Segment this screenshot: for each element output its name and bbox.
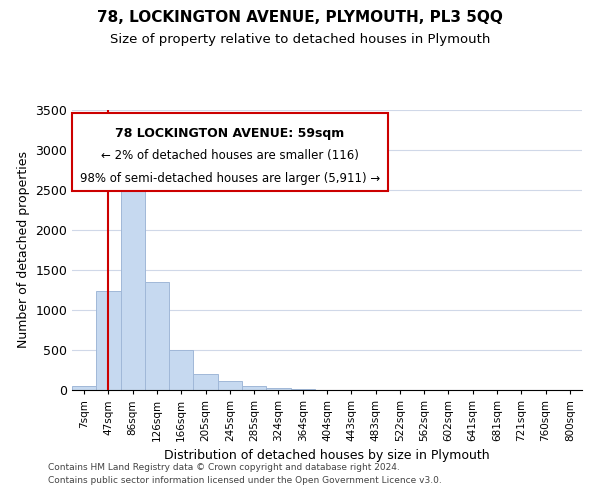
Bar: [72, 386, 96, 390]
Bar: [242, 386, 266, 390]
FancyBboxPatch shape: [72, 113, 388, 191]
Text: 78, LOCKINGTON AVENUE, PLYMOUTH, PL3 5QQ: 78, LOCKINGTON AVENUE, PLYMOUTH, PL3 5QQ: [97, 10, 503, 25]
Text: Contains HM Land Registry data © Crown copyright and database right 2024.: Contains HM Land Registry data © Crown c…: [48, 464, 400, 472]
Bar: [193, 374, 218, 390]
Text: Size of property relative to detached houses in Plymouth: Size of property relative to detached ho…: [110, 32, 490, 46]
Bar: [290, 389, 315, 390]
Y-axis label: Number of detached properties: Number of detached properties: [17, 152, 30, 348]
X-axis label: Distribution of detached houses by size in Plymouth: Distribution of detached houses by size …: [164, 450, 490, 462]
Text: ← 2% of detached houses are smaller (116): ← 2% of detached houses are smaller (116…: [101, 149, 359, 162]
Text: Contains public sector information licensed under the Open Government Licence v3: Contains public sector information licen…: [48, 476, 442, 485]
Text: 98% of semi-detached houses are larger (5,911) →: 98% of semi-detached houses are larger (…: [80, 172, 380, 184]
Bar: [145, 282, 169, 390]
Bar: [218, 381, 242, 390]
Bar: [169, 350, 193, 390]
Bar: [121, 184, 145, 390]
Text: 78 LOCKINGTON AVENUE: 59sqm: 78 LOCKINGTON AVENUE: 59sqm: [115, 127, 345, 140]
Bar: [266, 388, 290, 390]
Bar: [96, 291, 121, 390]
